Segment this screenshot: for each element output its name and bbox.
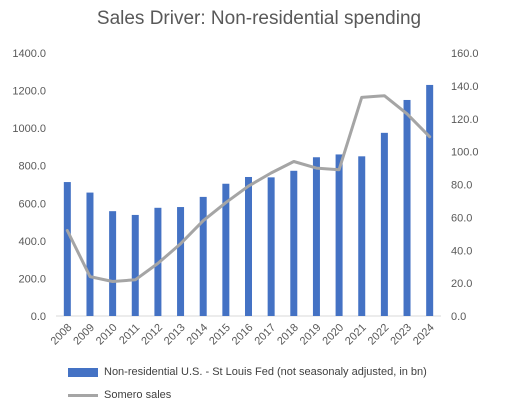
bar (335, 154, 343, 316)
x-tick-label: 2011 (117, 322, 142, 347)
bar (245, 176, 252, 316)
bar (109, 211, 117, 316)
y-right-tick-label: 120.0 (451, 114, 479, 126)
legend-label-bars: Non-residential U.S. - St Louis Fed (not… (104, 366, 427, 378)
legend-swatch-bars (68, 367, 98, 377)
x-tick-label: 2012 (139, 322, 165, 348)
bar (290, 170, 298, 316)
y-right-tick-label: 100.0 (451, 147, 479, 159)
bar (426, 84, 434, 316)
x-tick-label: 2009 (71, 322, 97, 348)
y-left-tick-label: 1400.0 (12, 48, 46, 60)
bar (63, 182, 71, 316)
bar (267, 177, 275, 316)
x-tick-label: 2008 (49, 322, 75, 348)
bar (222, 183, 230, 316)
y-left-tick-label: 1200.0 (12, 86, 46, 98)
x-tick-label: 2010 (94, 322, 120, 348)
legend-label-line: Somero sales (104, 389, 172, 401)
y-left-tick-label: 600.0 (18, 198, 46, 210)
bar (86, 192, 94, 316)
y-left-tick-label: 1000.0 (12, 123, 46, 135)
legend-swatch-line (68, 393, 98, 397)
series-line-somero-sales (65, 94, 432, 283)
bar (380, 132, 388, 316)
x-tick-label: 2015 (207, 322, 233, 348)
x-tick-label: 2021 (343, 322, 369, 348)
x-tick-label: 2022 (366, 322, 392, 348)
y-right-tick-label: 140.0 (451, 81, 479, 93)
y-left-tick-label: 400.0 (18, 236, 46, 248)
bar (358, 156, 366, 316)
x-tick-label: 2023 (388, 322, 414, 348)
y-right-tick-label: 20.0 (451, 278, 472, 290)
x-tick-label: 2014 (185, 322, 211, 348)
y-right-tick-label: 0.0 (451, 311, 466, 323)
legend-item-bars: Non-residential U.S. - St Louis Fed (not… (68, 364, 427, 380)
bar (199, 196, 207, 316)
x-tick-label: 2013 (162, 322, 188, 348)
bar (403, 99, 411, 316)
x-tick-label: 2019 (298, 322, 324, 348)
y-left-tick-label: 800.0 (18, 161, 46, 173)
bar (312, 157, 320, 316)
legend: Non-residential U.S. - St Louis Fed (not… (68, 364, 427, 410)
bar (131, 214, 139, 316)
x-tick-label: 2016 (230, 322, 256, 348)
legend-item-line: Somero sales (68, 387, 427, 403)
y-right-tick-label: 60.0 (451, 212, 472, 224)
x-tick-label: 2018 (275, 322, 301, 348)
x-tick-label: 2024 (411, 322, 437, 348)
y-right-tick-label: 80.0 (451, 180, 472, 192)
bar (177, 207, 185, 316)
chart-title: Sales Driver: Non-residential spending (96, 8, 422, 29)
x-tick-label: 2020 (320, 322, 346, 348)
y-right-tick-label: 160.0 (451, 48, 479, 60)
y-right-tick-label: 40.0 (451, 245, 472, 257)
y-left-tick-label: 0.0 (31, 311, 46, 323)
x-tick-label: 2017 (252, 322, 278, 348)
y-left-tick-label: 200.0 (18, 273, 46, 285)
